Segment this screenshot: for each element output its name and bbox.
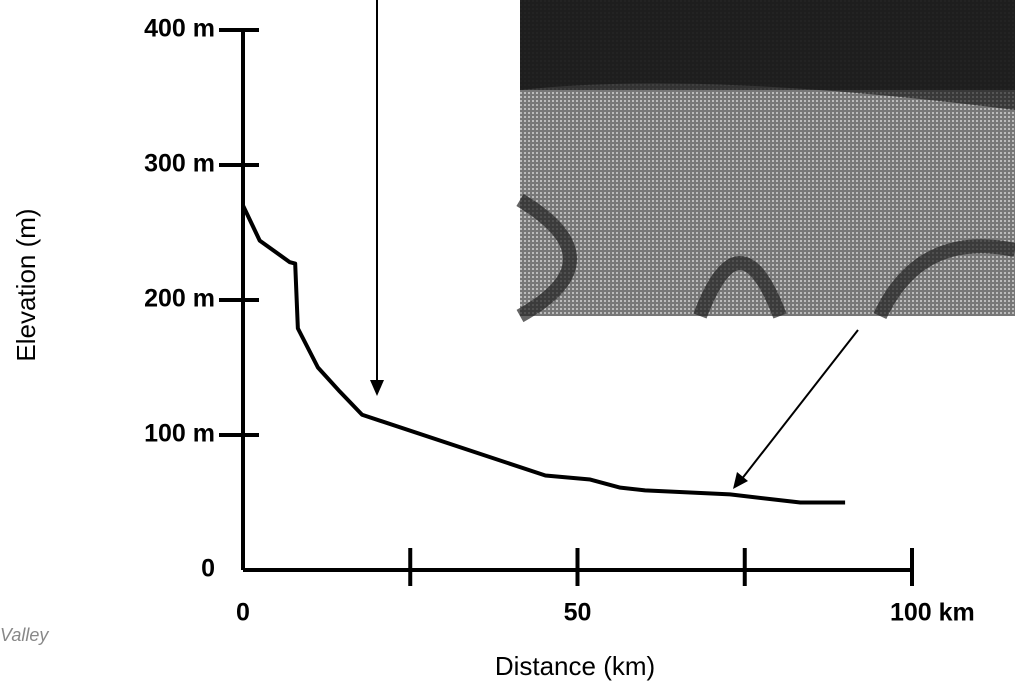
y-tick-label: 100 m <box>144 420 215 448</box>
x-axis-label: Distance (km) <box>495 651 655 681</box>
y-tick-label: 0 <box>201 555 215 583</box>
line <box>241 204 846 505</box>
x-tick-label: 0 <box>236 599 250 627</box>
x-tick-label: 50 <box>564 599 592 627</box>
y-axis-label: Elevation (m) <box>11 208 41 361</box>
annotation: Valley <box>0 625 49 645</box>
photo <box>516 0 1015 323</box>
y-tick-label: 400 m <box>144 15 215 43</box>
x-tick-label: 100 km <box>890 599 975 627</box>
y-tick-label: 300 m <box>144 150 215 178</box>
y-tick-label: 200 m <box>144 285 215 313</box>
arrows <box>370 0 859 489</box>
